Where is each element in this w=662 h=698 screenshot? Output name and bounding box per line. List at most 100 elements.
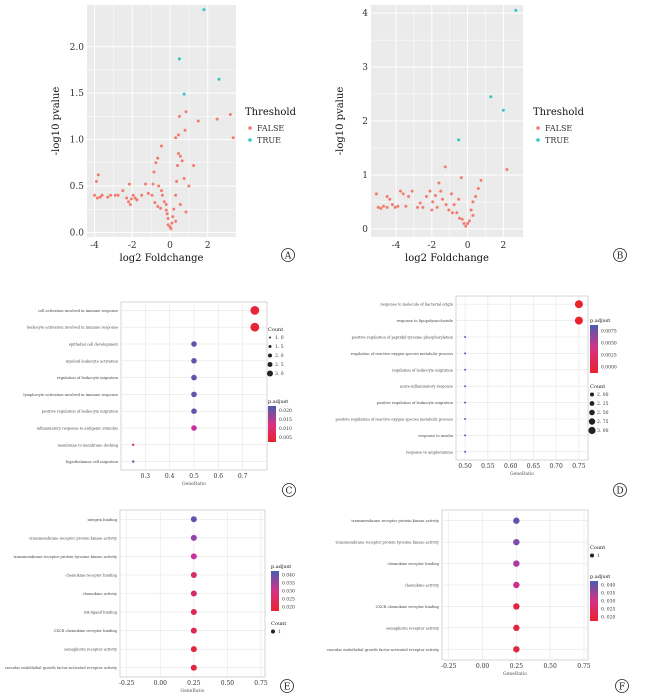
point-false [156, 204, 160, 208]
dot-point [464, 434, 467, 437]
legend-color-label: 0. 030 [601, 599, 615, 605]
y-tick-label: chemokine activity [83, 592, 118, 596]
x-tick-label: 2 [205, 241, 211, 251]
point-false [95, 196, 99, 200]
point-false [184, 110, 188, 114]
x-tick-label: 0.6 [214, 473, 224, 480]
legend-color-label: 0.040 [282, 573, 295, 579]
x-tick-label: -2 [128, 241, 137, 251]
x-axis-title: GeneRatio [510, 471, 534, 477]
point-false [192, 164, 196, 168]
point-false [215, 117, 219, 121]
legend-count-title: Count [590, 384, 605, 390]
legend-color-label: 0.015 [279, 417, 292, 423]
y-tick-label: acute inflammatory response [400, 385, 453, 389]
x-tick-label: -4 [392, 241, 401, 251]
legend-count-label: 1. 5 [275, 344, 284, 350]
dotplot-panel-E: -0.25 0.00 0.25 0.50 0.75 integrin binding tra… [4, 509, 295, 694]
point-false [169, 227, 173, 231]
point-false [135, 198, 139, 202]
point-false [431, 200, 435, 204]
point-false [443, 165, 447, 169]
point-false [166, 216, 170, 220]
x-tick-label: -0.25 [119, 680, 135, 687]
point-false [152, 170, 156, 174]
point-false [455, 211, 459, 215]
x-axis-title: log2 Foldchange [120, 253, 204, 264]
y-tick-label: 2 [362, 117, 368, 127]
x-tick-label: 0.25 [510, 663, 524, 670]
legend-color-label: 0.035 [282, 581, 295, 587]
y-tick-label: chemokine receptor binding [387, 562, 439, 566]
point-false [162, 200, 166, 204]
dotplot-panel-D: 0.50 0.55 0.60 0.65 0.70 0.75 response to mole… [335, 295, 617, 477]
legend-color-label: 0. 020 [601, 615, 615, 621]
point-false [160, 189, 163, 193]
point-false [441, 197, 445, 201]
dot-point [464, 385, 467, 388]
x-tick-label: -4 [90, 241, 99, 251]
x-tick-label: 0.50 [458, 463, 472, 470]
x-axis-title: GeneRatio [503, 671, 527, 677]
point-false [113, 193, 117, 197]
legend-count-dot [589, 401, 595, 406]
legend-count-title: Count [271, 621, 286, 627]
legend-color-label: 0.010 [279, 426, 292, 432]
point-false [460, 217, 464, 221]
point-false [390, 203, 394, 207]
legend-count-dot [588, 418, 596, 425]
point-false [160, 144, 163, 148]
panel-letter-E: E [280, 679, 294, 693]
y-tick-label: chemokine receptor binding [65, 573, 117, 577]
y-tick-label: 3 [362, 63, 368, 73]
point-false [418, 201, 422, 205]
point-false [182, 177, 186, 181]
point-false [176, 164, 180, 168]
legend-count-dot [271, 629, 275, 634]
legend-color-label: 0.020 [282, 605, 295, 611]
point-false [452, 203, 456, 207]
legend-title: Threshold [245, 107, 297, 118]
point-false [450, 211, 454, 215]
panel-letter-circle [282, 483, 296, 497]
x-tick-label: 0 [465, 241, 471, 251]
point-false [121, 189, 125, 193]
point-false [94, 179, 98, 183]
point-true [514, 8, 518, 12]
panel-letter-circle [615, 679, 629, 693]
legend-color-label: 0.0000 [601, 365, 617, 371]
x-tick-label: 0.50 [543, 663, 557, 670]
y-tick-label: leukocyte activation involved in immune … [27, 326, 118, 330]
point-false [131, 193, 135, 197]
x-tick-label: 0.7 [238, 473, 248, 480]
legend-color-bar [271, 571, 279, 611]
panel-letter-A: A [281, 248, 295, 262]
point-false [126, 200, 130, 204]
legend-key [536, 138, 540, 142]
legend-color-label: 0.030 [282, 589, 295, 595]
point-false [439, 189, 443, 193]
legend-color-title: p.adjust [590, 318, 610, 324]
point-false [415, 205, 419, 209]
legend-color-label: 0. 025 [601, 607, 615, 613]
point-false [476, 186, 480, 190]
x-tick-label: 0.75 [572, 463, 586, 470]
point-true [177, 57, 181, 61]
point-false [166, 223, 170, 227]
point-false [184, 210, 188, 214]
legend-count-label: 1. 0 [275, 335, 284, 341]
y-tick-label: positive regulation of reactive oxygen s… [335, 418, 453, 422]
panel-letter: D [616, 487, 623, 497]
legend-count-title: Count [268, 327, 283, 333]
y-tick-label: epithelial cell development [69, 343, 119, 347]
legend-count-label: 2. 75 [597, 419, 609, 425]
legend-count-label: 2. 0 [275, 353, 284, 359]
x-axis-title: GeneRatio [182, 481, 206, 487]
point-false [385, 205, 389, 209]
dot-point [464, 368, 467, 371]
point-false [399, 189, 403, 193]
panel-letter: B [617, 252, 624, 262]
point-false [143, 182, 147, 186]
legend-count-dot [268, 353, 272, 358]
point-false [467, 219, 471, 223]
